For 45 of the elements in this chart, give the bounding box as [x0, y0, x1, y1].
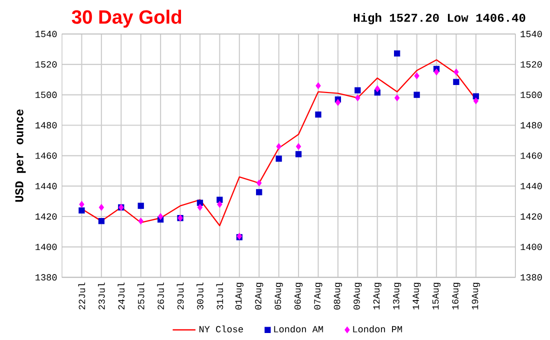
- y2-tick-label: 1520: [520, 61, 542, 68]
- x-tick-label: 29Jul: [176, 282, 184, 310]
- x-tick-label: 24Jul: [118, 282, 125, 310]
- y-tick-label: 1540: [36, 30, 57, 38]
- y2-tick-label: 1420: [520, 213, 542, 220]
- y2-tick-label: 1500: [520, 92, 542, 98]
- legend-label: NY Close: [199, 326, 243, 332]
- y-tick-label: 1500: [36, 92, 57, 98]
- x-tick-label: 16Aug: [452, 282, 460, 310]
- x-tick-label: 13Aug: [393, 282, 402, 310]
- y-tick-label: 1400: [36, 244, 57, 250]
- x-tick-label: 02Aug: [255, 282, 264, 310]
- x-tick-label: 25Jul: [137, 282, 144, 310]
- x-tick-label: 15Aug: [432, 282, 441, 310]
- y-tick-label: 1520: [36, 61, 57, 68]
- y-tick-label: 1480: [36, 122, 57, 128]
- y-axis-title: USD per ounce: [15, 109, 26, 202]
- y-tick-label: 1460: [36, 152, 57, 159]
- y-tick-label: 1440: [36, 182, 57, 190]
- x-tick-label: 30Jul: [196, 282, 204, 310]
- y2-tick-label: 1440: [520, 182, 542, 190]
- y2-tick-label: 1540: [520, 30, 542, 38]
- x-tick-label: 01Aug: [235, 282, 244, 310]
- x-tick-label: 07Aug: [314, 282, 322, 310]
- x-tick-label: 19Aug: [472, 282, 480, 310]
- y2-tick-label: 1380: [520, 274, 542, 280]
- y-tick-label: 1380: [36, 274, 57, 280]
- x-tick-label: 23Jul: [98, 282, 105, 310]
- x-tick-label: 26Jul: [157, 282, 164, 310]
- y2-tick-label: 1460: [520, 152, 542, 159]
- legend-label: London AM: [274, 326, 323, 332]
- chart-title: 30 Day Gold: [72, 10, 182, 28]
- legend-label: London PM: [353, 326, 402, 332]
- y2-tick-label: 1480: [520, 122, 542, 128]
- chart-subtitle: High 1527.20 Low 1406.40: [354, 13, 526, 24]
- x-tick-label: 12Aug: [373, 282, 382, 310]
- x-tick-label: 08Aug: [334, 282, 342, 310]
- x-tick-label: 06Aug: [294, 282, 303, 310]
- x-tick-label: 31Jul: [216, 282, 224, 310]
- x-tick-label: 14Aug: [412, 282, 421, 310]
- y2-tick-label: 1400: [520, 244, 542, 250]
- x-tick-label: 22Jul: [78, 282, 86, 310]
- x-tick-label: 05Aug: [274, 282, 283, 310]
- y-tick-label: 1420: [36, 213, 57, 220]
- x-tick-label: 09Aug: [354, 282, 362, 310]
